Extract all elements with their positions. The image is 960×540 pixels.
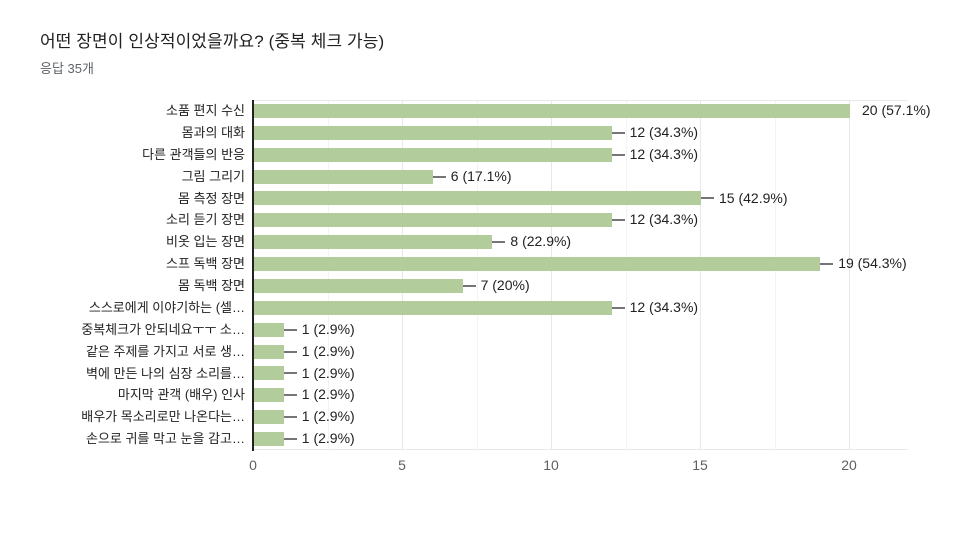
bar — [254, 344, 284, 359]
bar — [254, 235, 493, 250]
value-connector-line — [283, 328, 297, 331]
bar-chart: 소품 편지 수신 20 (57.1%) 몸과의 대화 12 (34.3%) 다른 관객들… — [0, 100, 960, 490]
bar — [254, 103, 850, 118]
y-axis-line — [252, 100, 254, 451]
bar — [254, 388, 284, 403]
value-label: 1 (2.9%) — [301, 408, 355, 425]
category-label: 소리 듣기 장면 — [166, 212, 245, 228]
x-tick-label: 0 — [249, 457, 257, 473]
category-label: 몸 측정 장면 — [177, 190, 245, 206]
category-label: 손으로 귀를 막고 눈을 감고… — [85, 431, 245, 447]
minor-gridline — [774, 101, 776, 450]
bar — [254, 366, 284, 381]
category-label: 같은 주제를 가지고 서로 생… — [85, 343, 245, 359]
category-label: 벽에 만든 나의 심장 소리를… — [85, 365, 245, 381]
bar — [254, 322, 284, 337]
plot-area — [253, 100, 908, 450]
value-connector-line — [611, 219, 625, 222]
value-label: 12 (34.3%) — [629, 298, 699, 315]
value-connector-line — [492, 241, 506, 244]
value-connector-line — [432, 175, 446, 178]
category-label: 비옷 입는 장면 — [166, 234, 245, 250]
value-connector-line — [283, 372, 297, 375]
category-label: 스프 독백 장면 — [166, 256, 245, 272]
category-label: 몸과의 대화 — [181, 124, 245, 140]
value-label: 7 (20%) — [480, 277, 530, 293]
value-label: 1 (2.9%) — [301, 386, 355, 403]
category-label: 몸 독백 장면 — [177, 278, 245, 293]
value-label: 12 (34.3%) — [629, 145, 699, 162]
minor-gridline — [327, 101, 329, 450]
bar — [254, 125, 612, 140]
category-label: 소품 편지 수신 — [166, 103, 245, 118]
value-label: 12 (34.3%) — [629, 123, 699, 140]
value-connector-line — [820, 263, 834, 266]
bar — [254, 191, 701, 206]
bar — [254, 300, 612, 315]
value-label: 20 (57.1%) — [862, 102, 931, 118]
major-gridline — [402, 101, 403, 450]
bar — [254, 278, 463, 293]
value-connector-line — [701, 197, 714, 200]
major-gridline — [551, 101, 552, 450]
category-label: 중복체크가 안되네요ㅜㅜ 소… — [81, 321, 245, 337]
x-tick-label: 20 — [841, 457, 857, 473]
value-connector-line — [283, 416, 297, 419]
bar — [254, 410, 284, 425]
bar — [254, 432, 284, 447]
major-gridline — [849, 101, 850, 450]
bar — [254, 147, 612, 162]
minor-gridline — [625, 101, 627, 450]
bar — [254, 213, 612, 228]
value-connector-line — [611, 153, 625, 156]
value-label: 19 (54.3%) — [838, 255, 907, 272]
value-label: 6 (17.1%) — [450, 167, 512, 184]
category-label: 마지막 관객 (배우) 인사 — [117, 387, 245, 403]
value-label: 12 (34.3%) — [629, 211, 699, 228]
response-count: 응답 35개 — [40, 61, 94, 76]
value-label: 1 (2.9%) — [301, 364, 355, 381]
value-connector-line — [462, 284, 476, 287]
bar — [254, 257, 821, 272]
value-connector-line — [611, 131, 625, 134]
category-label: 배우가 목소리로만 나온다는… — [81, 409, 245, 425]
value-connector-line — [283, 438, 297, 441]
major-gridline — [700, 101, 701, 450]
value-label: 1 (2.9%) — [301, 342, 355, 359]
x-tick-label: 5 — [398, 457, 406, 473]
bar — [254, 169, 433, 184]
value-label: 1 (2.9%) — [301, 430, 355, 447]
value-connector-line — [611, 306, 625, 309]
category-label: 다른 관객들의 반응 — [142, 146, 245, 162]
x-tick-label: 15 — [692, 457, 708, 473]
value-connector-line — [283, 394, 297, 397]
question-title: 어떤 장면이 인상적이었을까요? (중복 체크 가능) — [40, 32, 385, 51]
x-tick-label: 10 — [543, 457, 559, 473]
category-label: 그림 그리기 — [181, 168, 245, 184]
minor-gridline — [476, 101, 478, 450]
value-label: 1 (2.9%) — [301, 320, 355, 337]
value-label: 8 (22.9%) — [510, 233, 572, 250]
value-label: 15 (42.9%) — [719, 189, 788, 206]
value-connector-line — [283, 350, 297, 353]
category-label: 스스로에게 이야기하는 (셀… — [88, 299, 245, 315]
